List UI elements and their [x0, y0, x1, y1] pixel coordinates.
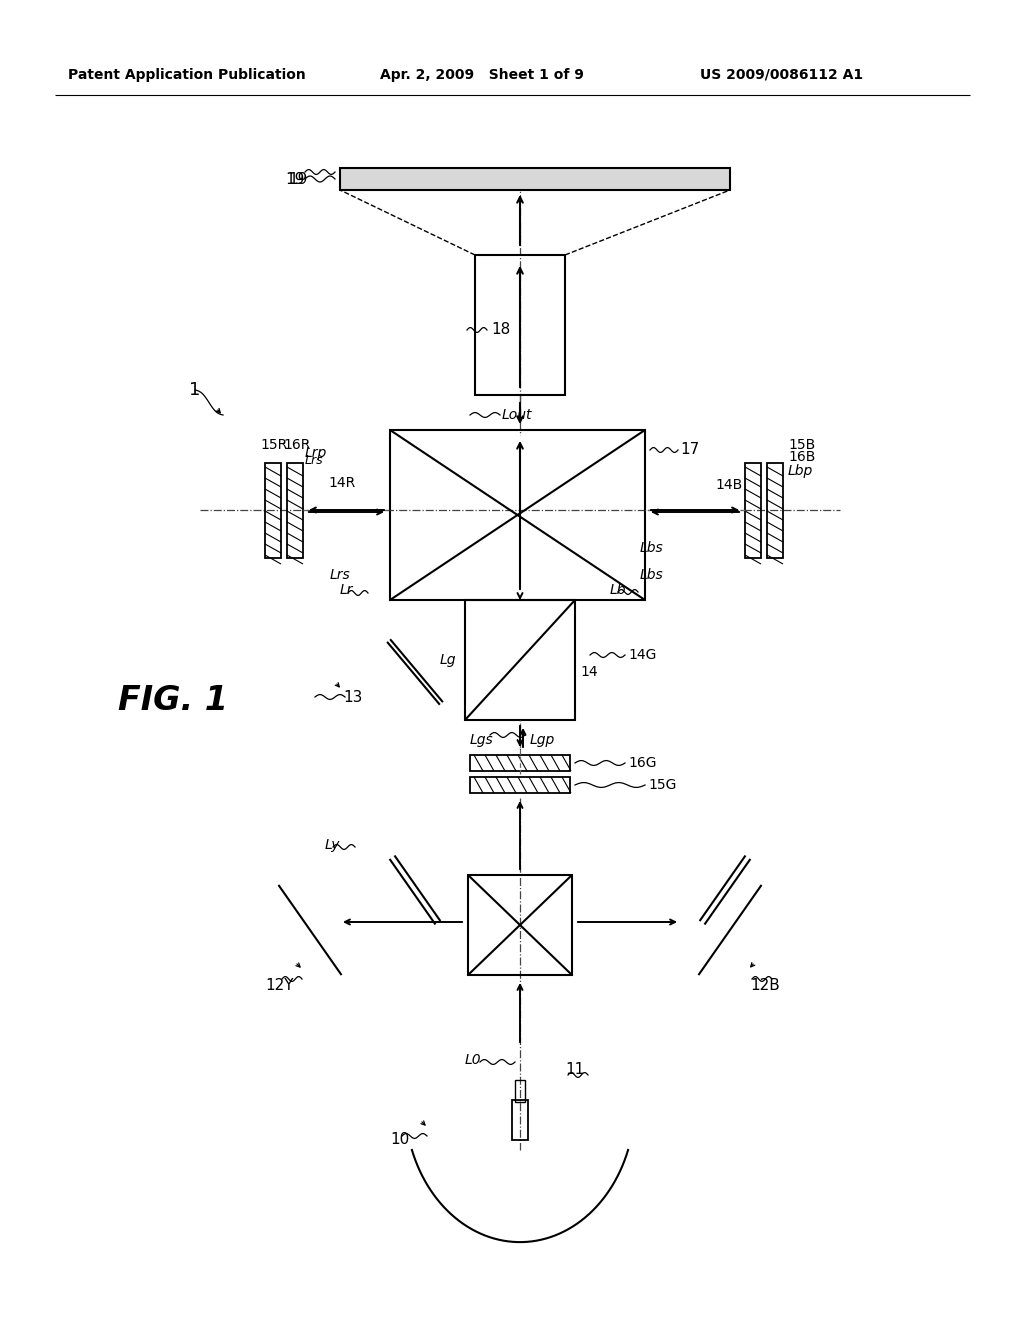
Bar: [475, 255, 565, 395]
Text: FIG. 1: FIG. 1: [118, 684, 228, 717]
Text: 16G: 16G: [628, 756, 656, 770]
Text: Lgs: Lgs: [470, 733, 494, 747]
Bar: [745, 463, 761, 558]
Text: Lb: Lb: [610, 583, 627, 597]
Bar: [465, 601, 575, 719]
Text: 12B: 12B: [750, 978, 779, 993]
Bar: [340, 168, 730, 190]
Text: Lbp: Lbp: [788, 465, 813, 478]
Bar: [515, 1080, 525, 1102]
Bar: [468, 875, 572, 975]
Text: 14R: 14R: [328, 477, 355, 490]
Text: 17: 17: [680, 442, 699, 458]
Text: 16R: 16R: [283, 438, 310, 451]
Text: Lrs: Lrs: [330, 568, 351, 582]
Text: 14: 14: [580, 665, 598, 678]
Bar: [265, 463, 281, 558]
Bar: [470, 755, 570, 771]
Text: 13: 13: [343, 689, 362, 705]
Text: 19: 19: [286, 172, 305, 187]
Text: 10: 10: [390, 1133, 410, 1147]
Bar: [470, 777, 570, 793]
Text: 16B: 16B: [788, 450, 815, 465]
Text: 14G: 14G: [628, 648, 656, 663]
Text: Lbs: Lbs: [640, 541, 664, 554]
Bar: [287, 463, 303, 558]
Text: 14B: 14B: [715, 478, 742, 492]
Text: Apr. 2, 2009   Sheet 1 of 9: Apr. 2, 2009 Sheet 1 of 9: [380, 69, 584, 82]
Text: US 2009/0086112 A1: US 2009/0086112 A1: [700, 69, 863, 82]
Text: Ly: Ly: [325, 838, 341, 851]
Text: Lr: Lr: [340, 583, 353, 597]
Text: 12Y: 12Y: [265, 978, 294, 993]
Bar: [512, 1100, 528, 1140]
Text: Lrp: Lrp: [305, 446, 328, 459]
Text: 15R: 15R: [260, 438, 288, 451]
Text: L0: L0: [465, 1053, 481, 1067]
Text: 15B: 15B: [788, 438, 815, 451]
Bar: [767, 463, 783, 558]
Text: Lout: Lout: [502, 408, 532, 422]
Text: 15G: 15G: [648, 777, 677, 792]
Text: 19: 19: [289, 172, 308, 186]
Text: 11: 11: [565, 1063, 585, 1077]
Text: Lg: Lg: [440, 653, 457, 667]
Text: Patent Application Publication: Patent Application Publication: [68, 69, 306, 82]
Text: 1: 1: [189, 381, 201, 399]
Text: Lrs: Lrs: [305, 454, 324, 467]
Text: 18: 18: [490, 322, 510, 338]
Bar: [390, 430, 645, 601]
Text: Lgp: Lgp: [530, 733, 555, 747]
Text: Lbs: Lbs: [640, 568, 664, 582]
